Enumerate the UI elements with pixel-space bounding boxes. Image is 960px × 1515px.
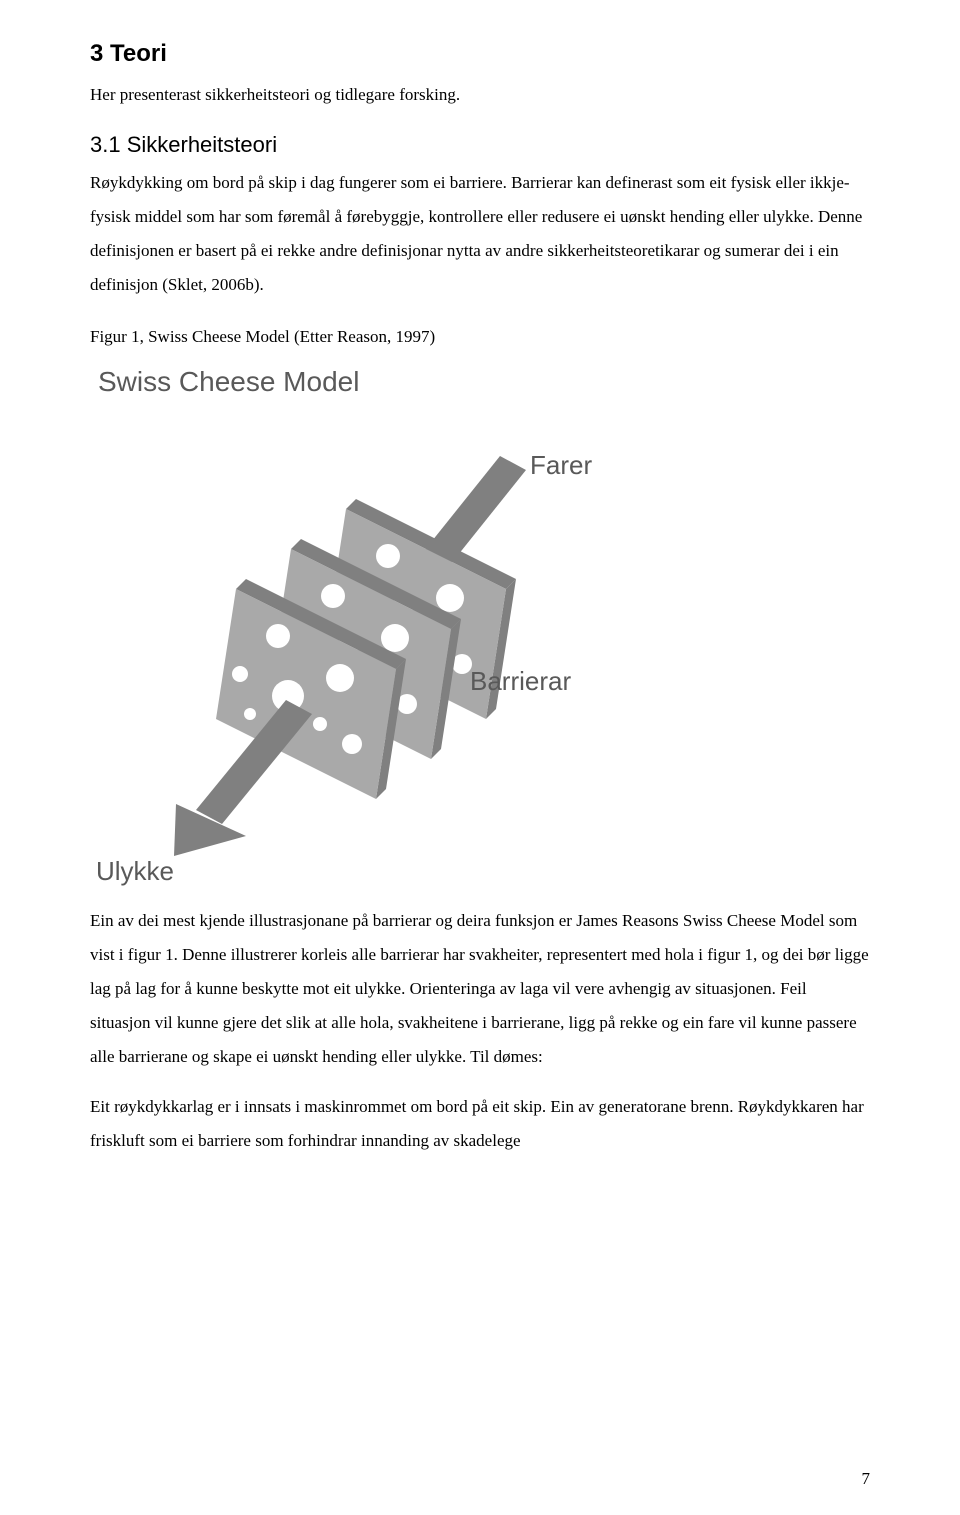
page-number: 7	[862, 1469, 871, 1489]
label-accident: Ulykke	[96, 856, 174, 886]
swiss-cheese-figure: Swiss Cheese Model	[90, 366, 650, 886]
figure-caption: Figur 1, Swiss Cheese Model (Etter Reaso…	[90, 320, 870, 354]
swiss-cheese-diagram: Farer Barrierar Ulykke	[90, 406, 650, 886]
figure-title: Swiss Cheese Model	[98, 366, 650, 398]
paragraph-3: Eit røykdykkarlag er i innsats i maskinr…	[90, 1090, 870, 1158]
paragraph-2: Ein av dei mest kjende illustrasjonane p…	[90, 904, 870, 1074]
section-heading: 3 Teori	[90, 40, 870, 68]
intro-paragraph: Her presenterast sikkerheitsteori og tid…	[90, 78, 870, 112]
label-barriers: Barrierar	[470, 666, 571, 696]
subsection-heading: 3.1 Sikkerheitsteori	[90, 132, 870, 158]
paragraph-1: Røykdykking om bord på skip i dag funger…	[90, 166, 870, 302]
page: 3 Teori Her presenterast sikkerheitsteor…	[0, 0, 960, 1515]
label-hazard: Farer	[530, 450, 592, 480]
